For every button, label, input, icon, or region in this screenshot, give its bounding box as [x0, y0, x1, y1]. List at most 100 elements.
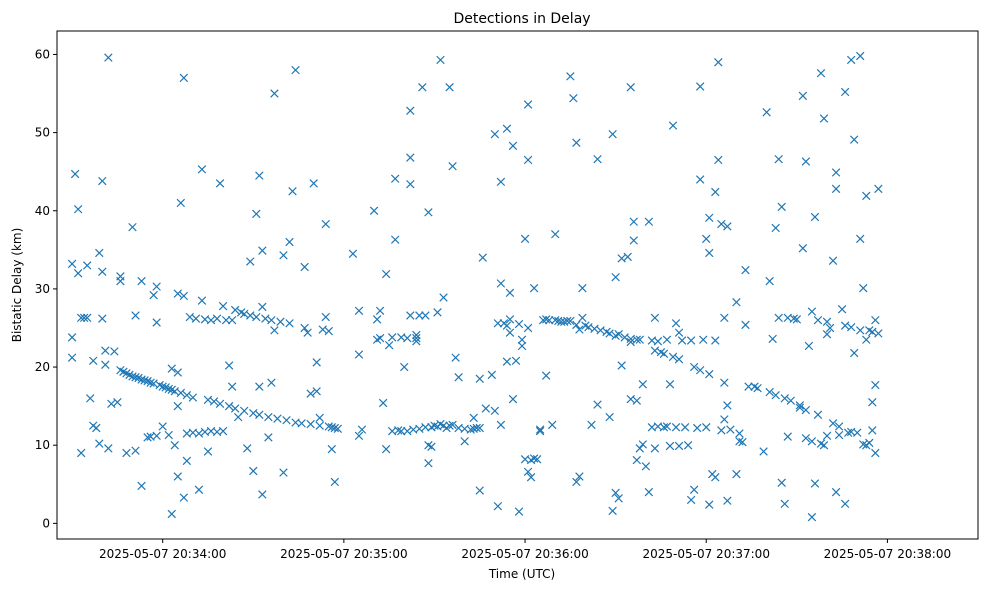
data-point: [279, 251, 288, 260]
data-point: [406, 153, 415, 162]
data-point: [318, 325, 327, 334]
data-point: [514, 319, 524, 329]
data-point: [98, 314, 107, 323]
data-point: [572, 320, 581, 330]
data-point: [611, 488, 620, 498]
data-point: [375, 306, 385, 316]
data-point: [777, 202, 786, 212]
data-point: [807, 512, 817, 522]
data-point: [840, 499, 850, 509]
data-point: [315, 413, 324, 423]
data-point: [523, 100, 533, 109]
x-axis-ticks: 2025-05-07 20:34:00 2025-05-07 20:35:00 20…: [99, 539, 951, 561]
data-point: [82, 313, 92, 323]
chart-title: Detections in Delay: [453, 11, 590, 27]
data-point: [856, 234, 865, 244]
data-point: [508, 394, 518, 404]
data-point: [104, 53, 113, 62]
data-point: [375, 333, 385, 343]
data-point: [511, 356, 521, 366]
data-point: [330, 477, 340, 487]
data-point: [831, 184, 841, 194]
data-point: [659, 423, 669, 432]
data-point: [822, 317, 832, 326]
data-point: [852, 428, 862, 437]
data-point: [840, 321, 850, 330]
data-point: [807, 437, 817, 446]
data-point: [535, 425, 545, 434]
data-point: [862, 335, 871, 344]
data-point: [801, 405, 811, 415]
data-point: [789, 314, 799, 323]
data-point: [418, 83, 427, 92]
data-point: [783, 432, 792, 441]
data-point: [686, 495, 696, 505]
data-point: [874, 329, 883, 338]
data-point: [158, 382, 167, 391]
data-point: [433, 308, 442, 317]
data-point: [765, 387, 774, 397]
data-point: [381, 444, 391, 454]
data-point: [828, 419, 838, 428]
data-point: [874, 184, 883, 194]
data-point: [732, 469, 741, 479]
data-point: [324, 326, 333, 336]
data-point: [744, 382, 753, 391]
data-point: [327, 423, 337, 432]
data-point: [427, 442, 436, 452]
data-point: [98, 267, 107, 276]
data-point: [403, 333, 412, 343]
data-point: [415, 311, 424, 320]
data-point: [239, 309, 249, 319]
data-point: [176, 198, 186, 208]
data-point: [680, 423, 690, 432]
data-point: [387, 333, 397, 342]
data-point: [611, 272, 620, 282]
data-point: [584, 322, 593, 332]
data-point: [291, 65, 300, 75]
data-point: [620, 333, 629, 342]
data-point: [76, 313, 86, 323]
data-point: [705, 213, 714, 223]
data-point: [629, 217, 638, 226]
data-point: [674, 328, 684, 337]
data-point: [454, 372, 463, 382]
y-axis-label: Bistatic Delay (km): [10, 228, 24, 343]
data-point: [689, 485, 699, 494]
data-point: [490, 406, 500, 416]
data-point: [152, 282, 161, 291]
data-point: [843, 428, 853, 437]
data-point: [179, 493, 189, 502]
data-point: [608, 506, 617, 516]
data-point: [493, 501, 503, 511]
data-point: [538, 315, 548, 325]
data-point: [258, 302, 267, 312]
data-point: [403, 426, 412, 436]
data-point: [798, 244, 808, 253]
data-point: [551, 315, 560, 325]
data-point: [173, 401, 183, 411]
data-point: [593, 154, 602, 164]
data-point: [617, 361, 626, 370]
data-point: [466, 425, 475, 434]
data-point: [626, 394, 635, 404]
data-point: [856, 51, 865, 61]
x-tick-label: 2025-05-07 20:37:00: [643, 547, 770, 561]
data-point: [741, 320, 750, 330]
data-point: [795, 403, 805, 412]
data-point: [412, 337, 421, 346]
y-tick-label: 50: [35, 126, 50, 140]
data-point: [209, 397, 219, 406]
data-point: [439, 293, 448, 302]
data-point: [668, 121, 678, 130]
data-point: [771, 390, 780, 400]
data-point: [122, 448, 131, 458]
data-point: [868, 327, 877, 337]
data-point: [249, 408, 258, 418]
data-point: [868, 398, 877, 407]
data-point: [158, 422, 167, 431]
data-point: [856, 326, 865, 335]
data-point: [502, 321, 512, 330]
data-point: [532, 455, 542, 464]
